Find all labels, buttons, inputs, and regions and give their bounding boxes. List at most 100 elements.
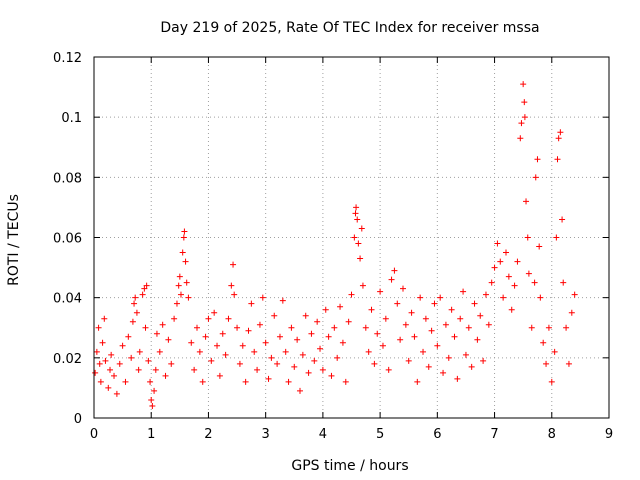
data-point [239, 342, 246, 349]
x-tick-label: 9 [605, 427, 613, 442]
data-point [379, 342, 386, 349]
data-point [521, 99, 528, 106]
data-point [302, 312, 309, 319]
x-tick-label: 4 [319, 427, 327, 442]
data-point [291, 363, 298, 370]
data-point [274, 360, 281, 367]
x-axis-label: GPS time / hours [291, 458, 408, 474]
data-point [156, 348, 163, 355]
data-point [554, 156, 561, 163]
data-point [388, 276, 395, 283]
data-point [205, 315, 212, 322]
data-point [503, 249, 509, 256]
data-points-layer [92, 81, 578, 409]
data-point [397, 336, 404, 343]
data-point [365, 348, 372, 355]
data-point [211, 309, 218, 316]
data-point [414, 378, 421, 385]
data-point [559, 216, 566, 223]
data-point [385, 366, 392, 373]
data-point [132, 294, 139, 301]
data-point [557, 129, 564, 136]
x-tick-label: 7 [490, 427, 498, 442]
data-point [382, 315, 389, 322]
data-point [319, 366, 326, 373]
y-tick-labels: 0 0.02 0.04 0.06 0.08 0.1 0.12 [53, 51, 82, 427]
data-point [518, 120, 525, 127]
data-point [151, 387, 158, 394]
data-point [571, 291, 578, 298]
data-point [411, 333, 418, 340]
data-point [545, 324, 552, 331]
data-point [177, 291, 184, 298]
data-point [543, 360, 550, 367]
data-point [285, 378, 292, 385]
data-point [337, 303, 344, 310]
data-point [460, 288, 467, 295]
data-point [141, 285, 148, 292]
data-point [105, 384, 112, 391]
data-point [180, 234, 187, 241]
data-point [199, 378, 206, 385]
data-point [228, 282, 235, 289]
data-point [129, 318, 136, 325]
data-point [96, 360, 103, 367]
data-point [494, 240, 501, 247]
x-tick-label: 0 [90, 427, 98, 442]
data-point [368, 306, 375, 313]
data-point [116, 360, 123, 367]
data-point [520, 81, 527, 88]
data-point [256, 321, 263, 328]
data-point [142, 324, 149, 331]
data-point [563, 324, 570, 331]
data-point [448, 306, 455, 313]
data-point [208, 357, 215, 364]
data-point [131, 300, 138, 307]
data-point [523, 198, 530, 205]
data-point [168, 360, 175, 367]
data-point [202, 333, 209, 340]
data-point [348, 291, 355, 298]
data-point [188, 339, 195, 346]
data-point [342, 378, 349, 385]
data-point [231, 291, 238, 298]
data-point [534, 156, 541, 163]
y-tick-label: 0.12 [53, 51, 82, 66]
data-point [135, 366, 142, 373]
data-point [442, 321, 449, 328]
data-point [143, 282, 150, 289]
data-point [491, 264, 498, 271]
data-point [136, 348, 143, 355]
data-point [482, 291, 489, 298]
data-point [159, 321, 166, 328]
data-point [353, 204, 360, 211]
data-point [230, 261, 237, 268]
data-point [297, 387, 303, 394]
data-point [95, 324, 102, 331]
x-tick-label: 2 [204, 427, 212, 442]
x-tick-labels: 0 1 2 3 4 5 6 7 8 9 [90, 427, 613, 442]
data-point [99, 339, 106, 346]
data-point [133, 309, 140, 316]
data-point [485, 321, 492, 328]
data-point [457, 315, 464, 322]
data-point [119, 342, 126, 349]
data-point [417, 294, 424, 301]
data-point [101, 315, 108, 322]
data-point [548, 378, 555, 385]
data-point [214, 342, 221, 349]
data-point [331, 324, 338, 331]
data-point [305, 369, 312, 376]
data-point [317, 345, 324, 352]
data-point [434, 342, 441, 349]
data-point [425, 363, 432, 370]
data-point [357, 255, 364, 262]
data-point [236, 360, 243, 367]
y-axis-label: ROTI / TECUs [6, 194, 22, 286]
data-point [294, 336, 301, 343]
data-point [351, 234, 358, 241]
data-point [173, 300, 180, 307]
data-point [262, 339, 269, 346]
data-point [248, 300, 255, 307]
